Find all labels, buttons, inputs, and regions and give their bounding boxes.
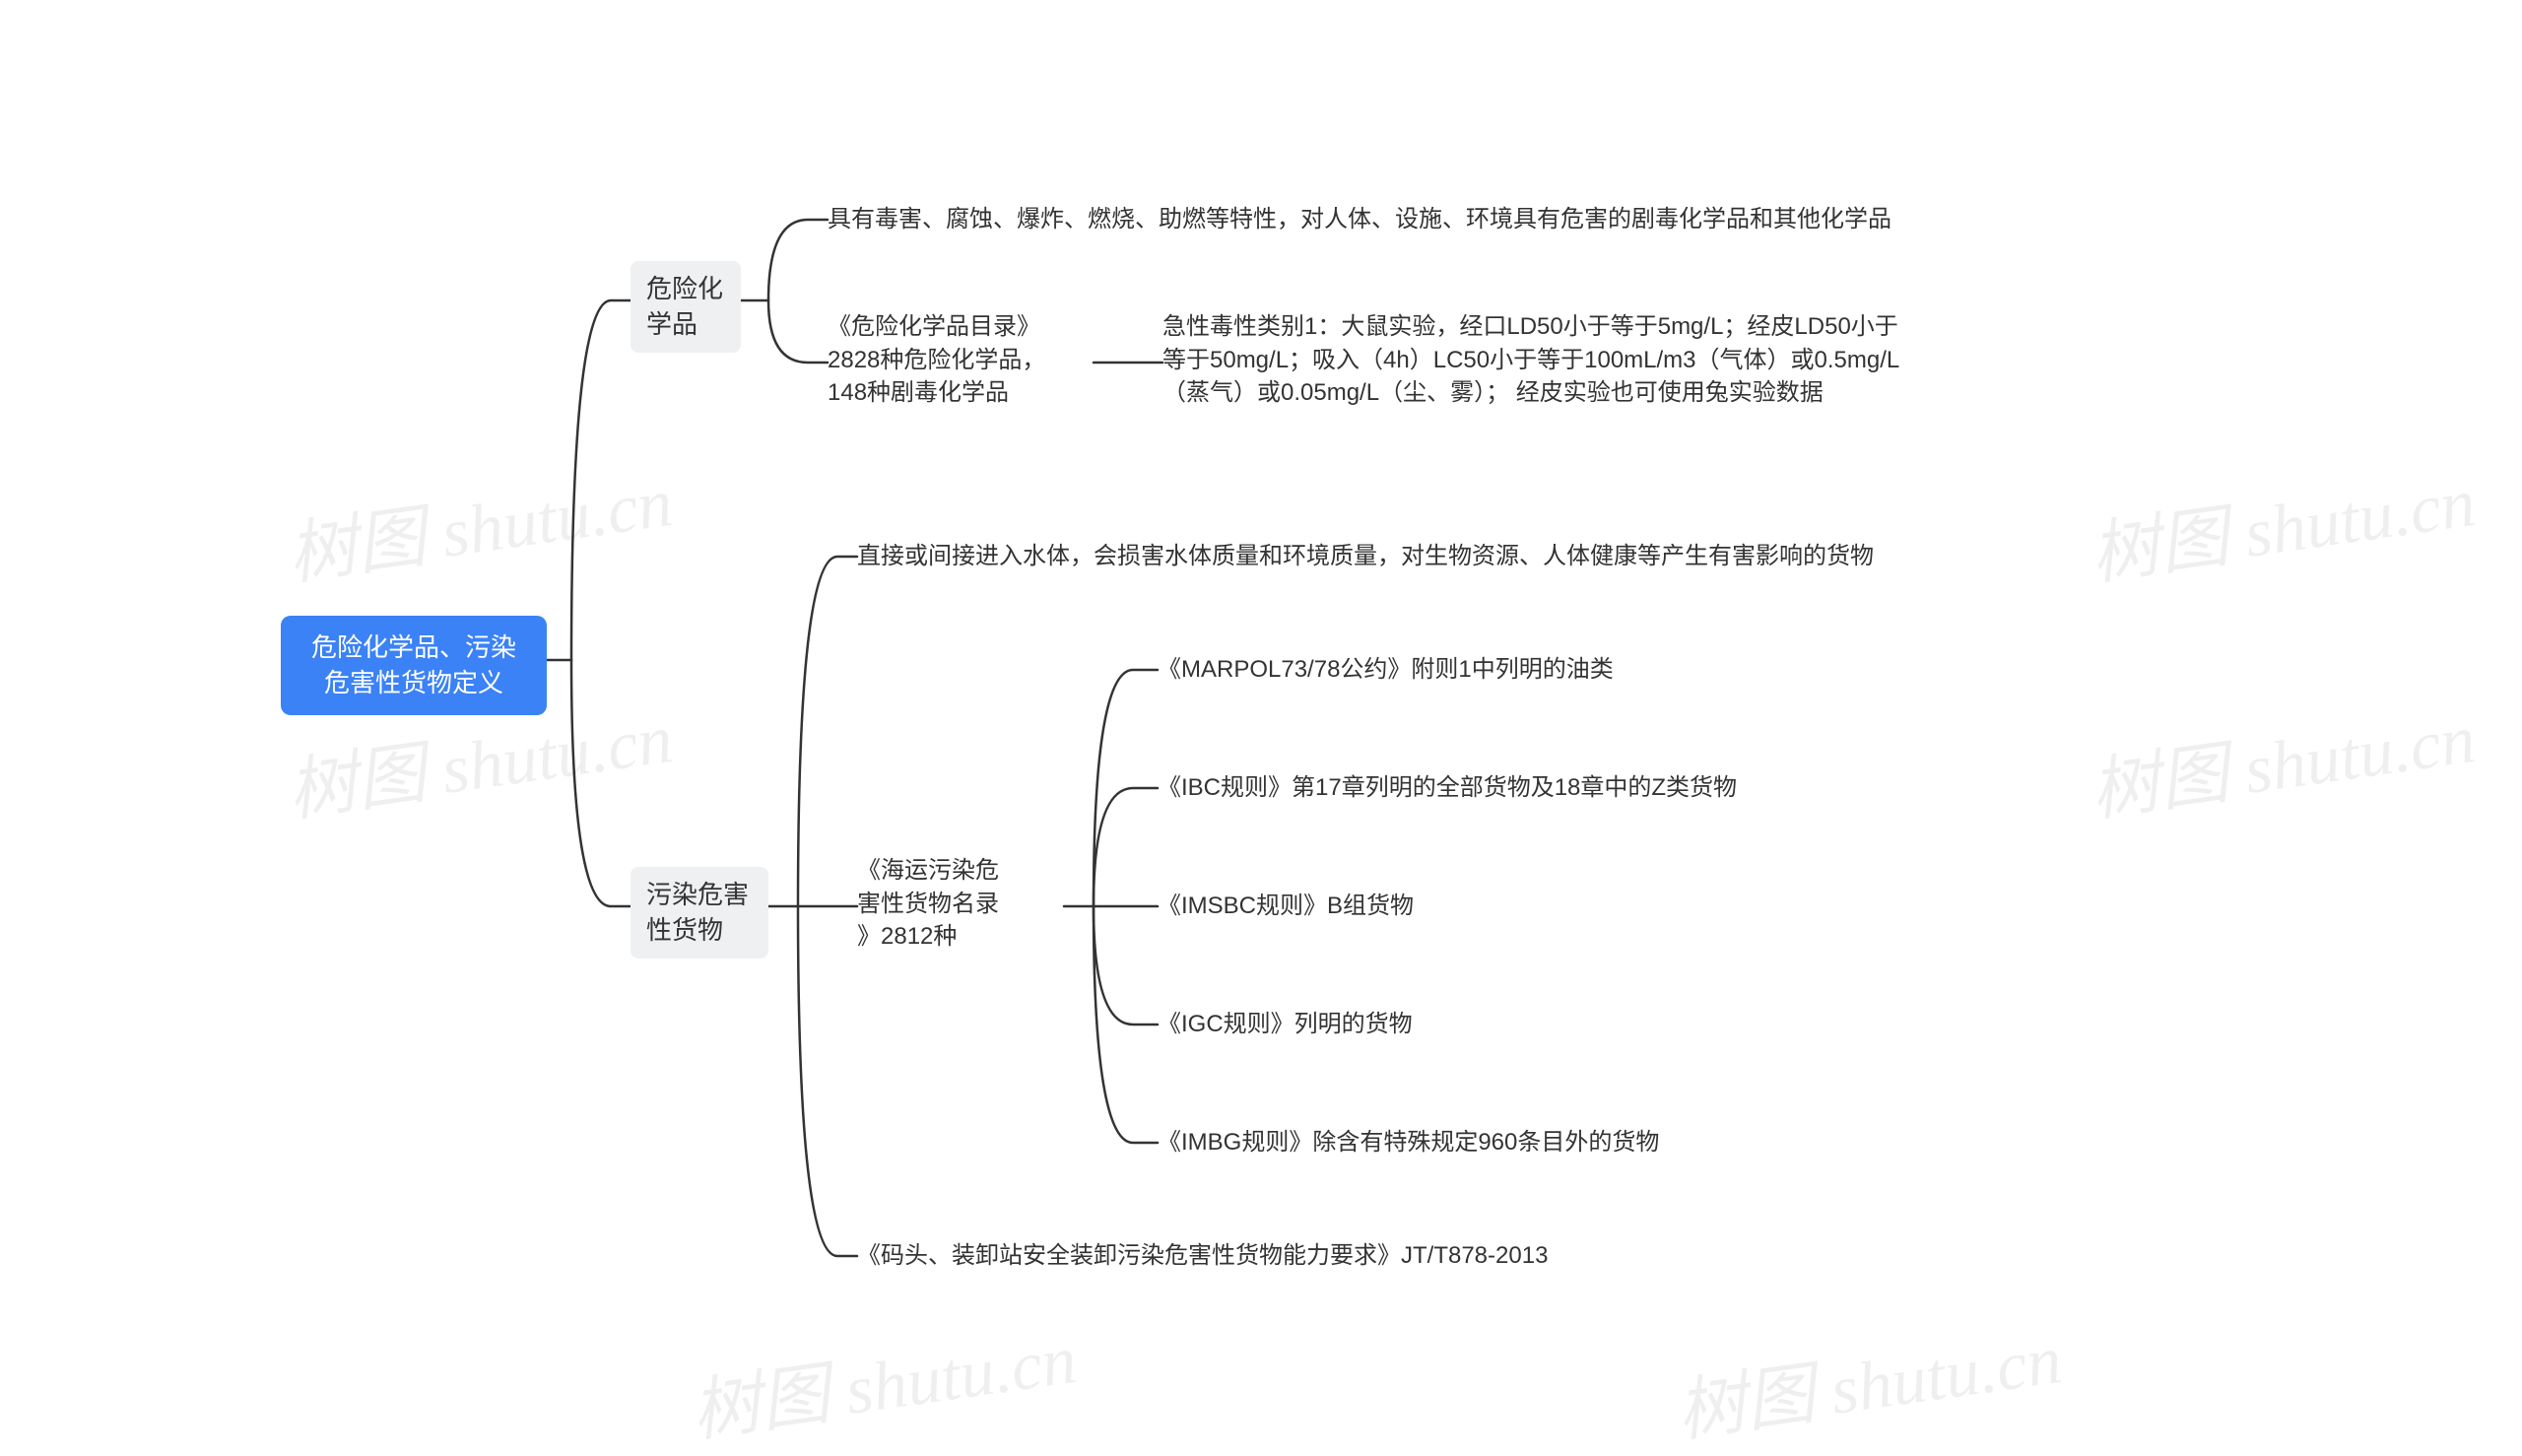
leaf-text: 《IMBG规则》除含有特殊规定960条目外的货物 <box>1158 1129 1659 1156</box>
branch-pollutant[interactable]: 污染危害性货物 <box>630 867 768 959</box>
subbranch-catalog[interactable]: 《危险化学品目录》2828种危险化学品，148种剧毒化学品 <box>828 310 1094 410</box>
subbranch-label: 《海运污染危害性货物名录》2812种 <box>857 857 999 950</box>
leaf-text: 《MARPOL73/78公约》附则1中列明的油类 <box>1158 656 1614 683</box>
leaf-acute-tox: 急性毒性类别1：大鼠实验，经口LD50小于等于5mg/L；经皮LD50小于等于5… <box>1162 310 2246 410</box>
leaf-hazchem-def: 具有毒害、腐蚀、爆炸、燃烧、助燃等特性，对人体、设施、环境具有危害的剧毒化学品和… <box>828 203 2305 236</box>
branch-hazchem[interactable]: 危险化学品 <box>630 261 741 353</box>
branch-label: 污染危害性货物 <box>646 880 749 945</box>
leaf-pollutant-def: 直接或间接进入水体，会损害水体质量和环境质量，对生物资源、人体健康等产生有害影响… <box>857 540 2335 573</box>
watermark: 树图 shutu.cn <box>281 446 678 599</box>
subbranch-label: 《危险化学品目录》2828种危险化学品，148种剧毒化学品 <box>828 313 1045 406</box>
leaf-imbg: 《IMBG规则》除含有特殊规定960条目外的货物 <box>1158 1126 1659 1159</box>
branch-label: 危险化学品 <box>646 274 723 339</box>
leaf-ibc: 《IBC规则》第17章列明的全部货物及18章中的Z类货物 <box>1158 771 1737 805</box>
watermark: 树图 shutu.cn <box>1670 1303 2067 1456</box>
watermark: 树图 shutu.cn <box>2084 446 2481 599</box>
watermark: 树图 shutu.cn <box>2084 683 2481 835</box>
leaf-marpol: 《MARPOL73/78公约》附则1中列明的油类 <box>1158 653 1614 687</box>
leaf-imsbc: 《IMSBC规则》B组货物 <box>1158 890 1414 923</box>
mindmap-canvas: 危险化学品、污染危害性货物定义 危险化学品 具有毒害、腐蚀、爆炸、燃烧、助燃等特… <box>0 0 2522 1360</box>
leaf-text: 《码头、装卸站安全装卸污染危害性货物能力要求》JT/T878-2013 <box>857 1242 1548 1269</box>
leaf-text: 直接或间接进入水体，会损害水体质量和环境质量，对生物资源、人体健康等产生有害影响… <box>857 543 1874 569</box>
leaf-text: 急性毒性类别1：大鼠实验，经口LD50小于等于5mg/L；经皮LD50小于等于5… <box>1162 313 1899 406</box>
leaf-text: 《IGC规则》列明的货物 <box>1158 1011 1413 1037</box>
leaf-text: 《IMSBC规则》B组货物 <box>1158 893 1414 919</box>
subbranch-maritime-list[interactable]: 《海运污染危害性货物名录》2812种 <box>857 854 1064 954</box>
leaf-text: 具有毒害、腐蚀、爆炸、燃烧、助燃等特性，对人体、设施、环境具有危害的剧毒化学品和… <box>828 206 1892 232</box>
leaf-jt-t878: 《码头、装卸站安全装卸污染危害性货物能力要求》JT/T878-2013 <box>857 1239 1548 1273</box>
root-label: 危险化学品、污染危害性货物定义 <box>311 632 516 697</box>
leaf-igc: 《IGC规则》列明的货物 <box>1158 1008 1413 1041</box>
leaf-text: 《IBC规则》第17章列明的全部货物及18章中的Z类货物 <box>1158 774 1737 801</box>
root-node[interactable]: 危险化学品、污染危害性货物定义 <box>281 616 547 715</box>
watermark: 树图 shutu.cn <box>685 1303 1082 1456</box>
